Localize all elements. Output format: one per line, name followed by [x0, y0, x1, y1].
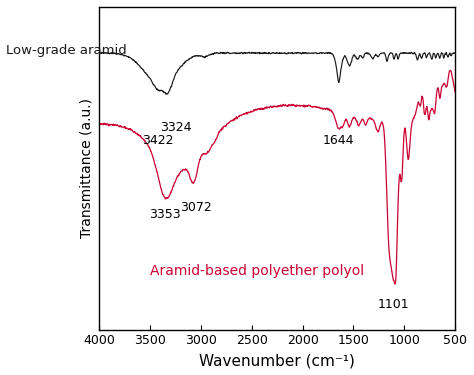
Text: 3324: 3324: [160, 122, 191, 135]
Text: 3072: 3072: [180, 201, 212, 214]
Text: Low-grade aramid: Low-grade aramid: [6, 44, 127, 57]
X-axis label: Wavenumber (cm⁻¹): Wavenumber (cm⁻¹): [199, 353, 355, 368]
Text: 1101: 1101: [378, 298, 410, 311]
Y-axis label: Transmittance (a.u.): Transmittance (a.u.): [80, 98, 94, 238]
Text: 1644: 1644: [323, 134, 355, 147]
Text: Aramid-based polyether polyol: Aramid-based polyether polyol: [150, 264, 364, 278]
Text: 3353: 3353: [149, 207, 181, 220]
Text: 3422: 3422: [142, 134, 174, 147]
